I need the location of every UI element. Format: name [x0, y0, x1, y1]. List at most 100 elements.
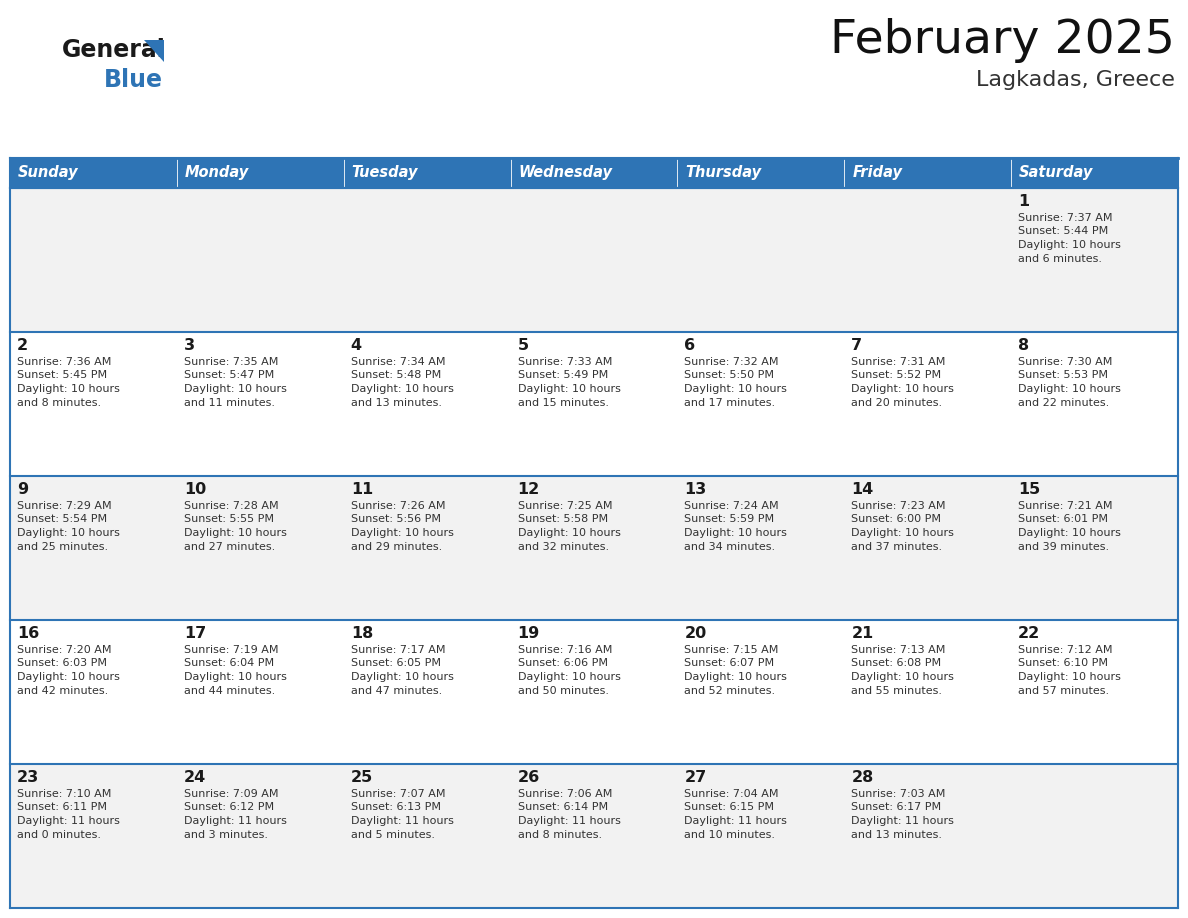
Text: Sunset: 6:07 PM: Sunset: 6:07 PM: [684, 658, 775, 668]
Text: Sunrise: 7:26 AM: Sunrise: 7:26 AM: [350, 501, 446, 511]
Text: 20: 20: [684, 626, 707, 641]
Text: Daylight: 10 hours: Daylight: 10 hours: [684, 672, 788, 682]
Text: Sunset: 5:52 PM: Sunset: 5:52 PM: [852, 371, 941, 380]
Bar: [845, 476, 1011, 620]
Text: Monday: Monday: [185, 165, 249, 181]
Bar: [10, 188, 177, 332]
Text: 28: 28: [852, 770, 873, 785]
Text: and 13 minutes.: and 13 minutes.: [350, 397, 442, 408]
Text: 13: 13: [684, 482, 707, 497]
Bar: [511, 764, 677, 908]
Bar: [1011, 764, 1178, 908]
Bar: [343, 764, 511, 908]
Text: 15: 15: [1018, 482, 1041, 497]
Bar: [677, 332, 845, 476]
Bar: [845, 620, 1011, 764]
Bar: [511, 158, 677, 188]
Text: 21: 21: [852, 626, 873, 641]
Text: Sunset: 6:15 PM: Sunset: 6:15 PM: [684, 802, 775, 812]
Text: Sunrise: 7:13 AM: Sunrise: 7:13 AM: [852, 645, 946, 655]
Text: 14: 14: [852, 482, 873, 497]
Text: and 34 minutes.: and 34 minutes.: [684, 542, 776, 552]
Text: Sunset: 6:00 PM: Sunset: 6:00 PM: [852, 514, 941, 524]
Text: Tuesday: Tuesday: [352, 165, 418, 181]
Bar: [677, 620, 845, 764]
Text: and 47 minutes.: and 47 minutes.: [350, 686, 442, 696]
Text: Friday: Friday: [852, 165, 902, 181]
Text: Thursday: Thursday: [685, 165, 762, 181]
Text: Sunset: 5:56 PM: Sunset: 5:56 PM: [350, 514, 441, 524]
Text: 25: 25: [350, 770, 373, 785]
Text: Sunrise: 7:34 AM: Sunrise: 7:34 AM: [350, 357, 446, 367]
Bar: [177, 620, 343, 764]
Text: Sunrise: 7:23 AM: Sunrise: 7:23 AM: [852, 501, 946, 511]
Text: Sunrise: 7:33 AM: Sunrise: 7:33 AM: [518, 357, 612, 367]
Text: Daylight: 11 hours: Daylight: 11 hours: [184, 816, 286, 826]
Text: Sunset: 6:14 PM: Sunset: 6:14 PM: [518, 802, 608, 812]
Bar: [511, 188, 677, 332]
Text: 17: 17: [184, 626, 206, 641]
Text: Sunset: 5:50 PM: Sunset: 5:50 PM: [684, 371, 775, 380]
Text: and 13 minutes.: and 13 minutes.: [852, 830, 942, 839]
Text: and 10 minutes.: and 10 minutes.: [684, 830, 776, 839]
Text: 22: 22: [1018, 626, 1041, 641]
Bar: [343, 476, 511, 620]
Text: Sunrise: 7:15 AM: Sunrise: 7:15 AM: [684, 645, 779, 655]
Text: Sunrise: 7:31 AM: Sunrise: 7:31 AM: [852, 357, 946, 367]
Text: Sunrise: 7:16 AM: Sunrise: 7:16 AM: [518, 645, 612, 655]
Text: and 25 minutes.: and 25 minutes.: [17, 542, 108, 552]
Text: Sunset: 6:13 PM: Sunset: 6:13 PM: [350, 802, 441, 812]
Bar: [10, 620, 177, 764]
Text: 11: 11: [350, 482, 373, 497]
Text: Daylight: 10 hours: Daylight: 10 hours: [350, 672, 454, 682]
Text: Daylight: 10 hours: Daylight: 10 hours: [184, 384, 286, 394]
Text: Sunset: 5:53 PM: Sunset: 5:53 PM: [1018, 371, 1108, 380]
Text: 2: 2: [17, 338, 29, 353]
Text: 5: 5: [518, 338, 529, 353]
Bar: [343, 188, 511, 332]
Text: Sunset: 6:06 PM: Sunset: 6:06 PM: [518, 658, 607, 668]
Text: 16: 16: [17, 626, 39, 641]
Text: Daylight: 10 hours: Daylight: 10 hours: [684, 384, 788, 394]
Text: Lagkadas, Greece: Lagkadas, Greece: [977, 70, 1175, 90]
Text: and 0 minutes.: and 0 minutes.: [17, 830, 101, 839]
Text: and 50 minutes.: and 50 minutes.: [518, 686, 608, 696]
Polygon shape: [144, 40, 164, 62]
Text: Blue: Blue: [105, 68, 163, 92]
Text: 8: 8: [1018, 338, 1029, 353]
Text: and 5 minutes.: and 5 minutes.: [350, 830, 435, 839]
Text: Daylight: 10 hours: Daylight: 10 hours: [350, 384, 454, 394]
Bar: [1011, 158, 1178, 188]
Text: Sunrise: 7:35 AM: Sunrise: 7:35 AM: [184, 357, 278, 367]
Text: Sunrise: 7:21 AM: Sunrise: 7:21 AM: [1018, 501, 1113, 511]
Text: 19: 19: [518, 626, 539, 641]
Text: and 32 minutes.: and 32 minutes.: [518, 542, 608, 552]
Text: and 6 minutes.: and 6 minutes.: [1018, 253, 1102, 263]
Text: and 29 minutes.: and 29 minutes.: [350, 542, 442, 552]
Bar: [677, 188, 845, 332]
Text: 4: 4: [350, 338, 362, 353]
Text: Sunrise: 7:25 AM: Sunrise: 7:25 AM: [518, 501, 612, 511]
Text: 27: 27: [684, 770, 707, 785]
Text: and 39 minutes.: and 39 minutes.: [1018, 542, 1110, 552]
Text: and 17 minutes.: and 17 minutes.: [684, 397, 776, 408]
Bar: [845, 332, 1011, 476]
Text: Sunset: 6:05 PM: Sunset: 6:05 PM: [350, 658, 441, 668]
Bar: [845, 764, 1011, 908]
Text: Daylight: 10 hours: Daylight: 10 hours: [518, 384, 620, 394]
Bar: [1011, 332, 1178, 476]
Text: and 42 minutes.: and 42 minutes.: [17, 686, 108, 696]
Text: Daylight: 11 hours: Daylight: 11 hours: [684, 816, 788, 826]
Text: 3: 3: [184, 338, 195, 353]
Text: Sunrise: 7:36 AM: Sunrise: 7:36 AM: [17, 357, 112, 367]
Bar: [1011, 188, 1178, 332]
Text: and 8 minutes.: and 8 minutes.: [17, 397, 101, 408]
Text: 26: 26: [518, 770, 539, 785]
Bar: [343, 620, 511, 764]
Text: Sunset: 6:04 PM: Sunset: 6:04 PM: [184, 658, 274, 668]
Text: 7: 7: [852, 338, 862, 353]
Text: Sunrise: 7:12 AM: Sunrise: 7:12 AM: [1018, 645, 1113, 655]
Text: General: General: [62, 38, 166, 62]
Text: Daylight: 10 hours: Daylight: 10 hours: [17, 672, 120, 682]
Text: Daylight: 11 hours: Daylight: 11 hours: [518, 816, 620, 826]
